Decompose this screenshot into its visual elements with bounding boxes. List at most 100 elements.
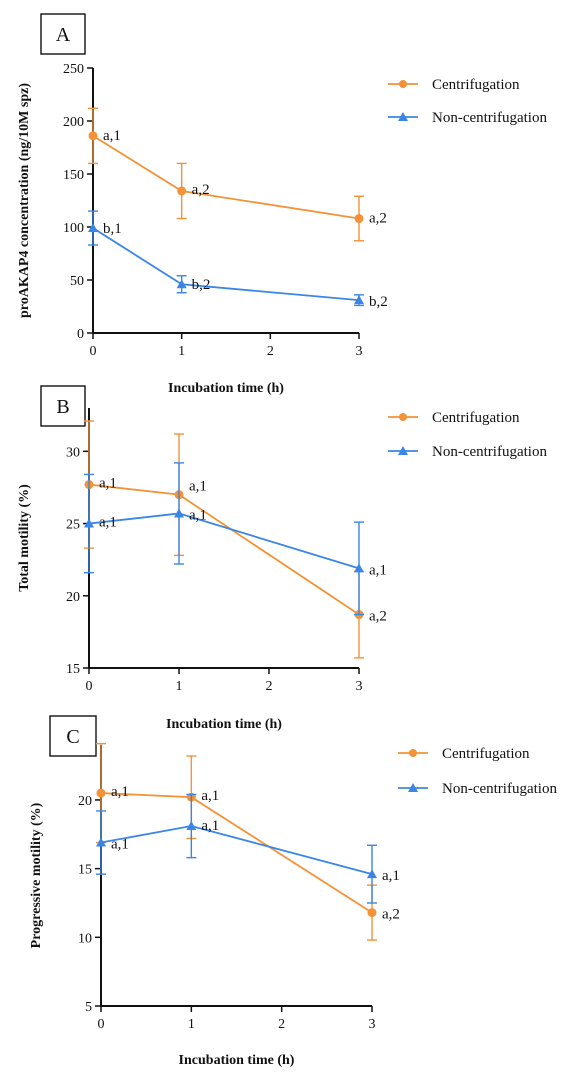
- data-label: a,1: [189, 507, 207, 523]
- panel-letter: C: [66, 726, 79, 748]
- chart-panel-c: C 5 10 15 20 0 1 2 3 Incubation time (h) Progressi…: [29, 715, 557, 1068]
- data-label: a,1: [111, 784, 129, 800]
- series-non-centrifugation: b,1 b,2 b,2: [88, 210, 388, 310]
- data-point: [96, 788, 106, 798]
- panel-letter: A: [56, 24, 71, 46]
- x-tick-label: 0: [86, 679, 93, 694]
- data-label: b,2: [369, 294, 388, 310]
- x-tick-label: 3: [356, 344, 363, 359]
- data-point: [367, 869, 377, 879]
- x-tick-label: 1: [188, 1017, 195, 1032]
- data-point: [84, 518, 94, 528]
- data-point: [174, 508, 184, 518]
- x-tick-label: 3: [356, 679, 363, 694]
- y-tick-label: 150: [63, 168, 84, 183]
- legend-label: Centrifugation: [432, 410, 520, 426]
- legend-entry-non-centrifugation: Non-centrifugation: [388, 444, 547, 460]
- x-tick-label: 2: [267, 344, 274, 359]
- panel-letter-box: [40, 13, 86, 55]
- series-centrifugation: a,1 a,2 a,2: [88, 107, 387, 242]
- series-line: [100, 792, 373, 914]
- data-label: a,2: [369, 211, 387, 227]
- y-tick-label: 5: [85, 1000, 92, 1015]
- y-tick-label: 250: [63, 62, 84, 77]
- x-axis-title: Incubation time (h): [168, 381, 284, 396]
- legend-entry-centrifugation: Centrifugation: [388, 410, 520, 426]
- panel-letter-box: [40, 385, 86, 427]
- x-tick-label: 2: [278, 1017, 285, 1032]
- data-label: a,1: [99, 476, 117, 492]
- data-label: a,2: [369, 609, 387, 625]
- y-axis-title: Progressive motility (%): [29, 802, 44, 948]
- x-tick-label: 1: [176, 679, 183, 694]
- panel-letter-box: [49, 715, 97, 757]
- y-tick-label: 50: [70, 274, 84, 289]
- y-tick-label: 0: [77, 327, 84, 342]
- legend-marker: [399, 80, 407, 88]
- series-non-centrifugation: a,1 a,1 a,1: [84, 462, 387, 616]
- series-line: [92, 227, 360, 302]
- data-label: a,2: [192, 182, 210, 198]
- data-label: a,1: [103, 128, 121, 144]
- data-point: [186, 821, 197, 831]
- x-tick-label: 2: [266, 679, 273, 694]
- data-point: [354, 295, 364, 305]
- legend-marker: [409, 749, 417, 757]
- legend-entry-non-centrifugation: Non-centrifugation: [388, 110, 547, 126]
- legend-marker: [408, 783, 418, 792]
- data-label: a,1: [99, 515, 117, 531]
- series-line: [92, 135, 360, 220]
- y-tick-label: 15: [78, 863, 92, 878]
- series-non-centrifugation: a,1 a,1 a,1: [96, 793, 400, 904]
- data-label: a,2: [382, 907, 400, 923]
- legend-entry-non-centrifugation: Non-centrifugation: [398, 781, 557, 797]
- series-centrifugation: a,1 a,1 a,2: [84, 420, 387, 659]
- y-tick-label: 100: [63, 221, 84, 236]
- y-tick-label: 30: [66, 445, 80, 460]
- legend-label: Non-centrifugation: [432, 444, 547, 460]
- chart-panel-a: A 0 50 100 150 200 250 0 1 2 3 Incubation time (h) p…: [17, 13, 547, 396]
- data-point: [88, 131, 98, 141]
- data-label: a,1: [111, 837, 129, 853]
- data-label: a,1: [189, 479, 207, 495]
- legend-marker: [398, 112, 408, 121]
- series-line: [88, 512, 360, 570]
- series-line: [88, 483, 360, 616]
- x-tick-label: 3: [369, 1017, 376, 1032]
- legend-label: Centrifugation: [432, 77, 520, 93]
- x-tick-label: 1: [178, 344, 185, 359]
- legend-label: Centrifugation: [442, 746, 530, 762]
- data-label: a,1: [201, 818, 219, 834]
- data-label: a,1: [201, 788, 219, 804]
- series-line: [100, 825, 373, 875]
- data-label: b,2: [192, 277, 211, 293]
- y-tick-label: 25: [66, 518, 80, 533]
- x-axis-title: Incubation time (h): [179, 1053, 295, 1068]
- legend-label: Non-centrifugation: [442, 781, 557, 797]
- chart-panel-b: B 15 20 25 30 0 1 2 3 Incubation time (h) Total mo…: [17, 385, 547, 732]
- data-label: b,1: [103, 221, 122, 237]
- y-axis-title: Total motility (%): [17, 484, 32, 592]
- legend-label: Non-centrifugation: [432, 110, 547, 126]
- data-label: a,1: [382, 868, 400, 884]
- panel-letter: B: [56, 396, 69, 418]
- y-tick-label: 15: [66, 662, 80, 677]
- legend-entry-centrifugation: Centrifugation: [388, 77, 520, 93]
- x-tick-label: 0: [98, 1017, 105, 1032]
- data-point: [354, 214, 364, 224]
- x-axis-title: Incubation time (h): [166, 717, 282, 732]
- legend-marker: [398, 446, 408, 455]
- y-tick-label: 10: [78, 931, 92, 946]
- data-point: [96, 837, 106, 847]
- legend-marker: [399, 413, 407, 421]
- x-tick-label: 0: [90, 344, 97, 359]
- data-label: a,1: [369, 562, 387, 578]
- data-point: [354, 563, 364, 573]
- y-axis-title: proAKAP4 concentration (ng/10M spz): [17, 83, 32, 318]
- y-tick-label: 20: [66, 590, 80, 605]
- y-tick-label: 200: [63, 115, 84, 130]
- data-point: [176, 279, 187, 289]
- y-tick-label: 20: [78, 794, 92, 809]
- data-point: [177, 186, 187, 196]
